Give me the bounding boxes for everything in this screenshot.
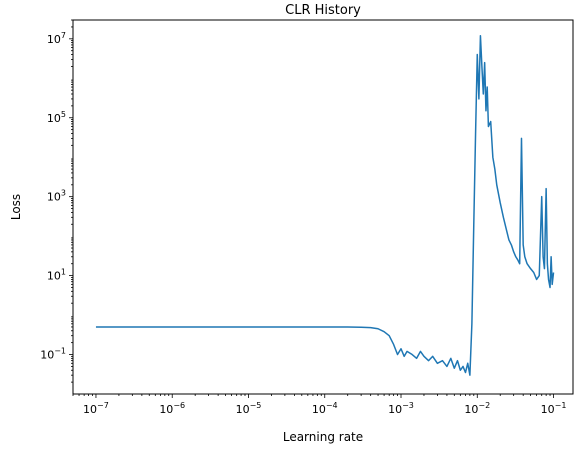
plot-frame	[72, 19, 574, 395]
x-tick-label: 10−4	[312, 401, 338, 416]
x-tick-label: 10−2	[464, 401, 490, 416]
y-tick-label: 105	[47, 110, 66, 125]
y-tick-exponent: −1	[54, 347, 66, 356]
x-tick-label: 10−5	[236, 401, 262, 416]
loss-series-line	[95, 34, 555, 376]
x-axis-label: Learning rate	[283, 430, 363, 444]
series-layer	[95, 34, 555, 376]
x-tick-exponent: −2	[478, 401, 490, 410]
y-tick-label: 103	[47, 189, 66, 204]
x-tick-label: 10−1	[541, 401, 567, 416]
y-axis: 10−1 101 103 105 107	[40, 19, 73, 383]
y-tick-exponent: 3	[61, 189, 66, 198]
y-tick-exponent: 1	[61, 268, 66, 277]
x-axis: 10−7 10−6 10−5 10−4 10−3 10−2 10−1	[72, 394, 567, 416]
plot-area	[72, 19, 574, 395]
chart-title: CLR History	[285, 3, 361, 18]
x-tick-exponent: −7	[97, 401, 109, 410]
y-tick-exponent: 7	[61, 31, 66, 40]
y-axis-label: Loss	[9, 194, 23, 220]
x-tick-exponent: −3	[402, 401, 414, 410]
x-tick-label: 10−3	[388, 401, 414, 416]
x-tick-exponent: −5	[250, 401, 262, 410]
x-tick-label: 10−7	[83, 401, 109, 416]
x-tick-exponent: −4	[326, 401, 338, 410]
y-tick-label: 10−1	[40, 347, 66, 362]
x-tick-exponent: −6	[173, 401, 185, 410]
y-tick-exponent: 5	[61, 110, 66, 119]
x-tick-exponent: −1	[555, 401, 567, 410]
y-tick-label: 107	[47, 31, 66, 46]
y-tick-label: 101	[47, 268, 66, 283]
x-tick-label: 10−6	[159, 401, 185, 416]
